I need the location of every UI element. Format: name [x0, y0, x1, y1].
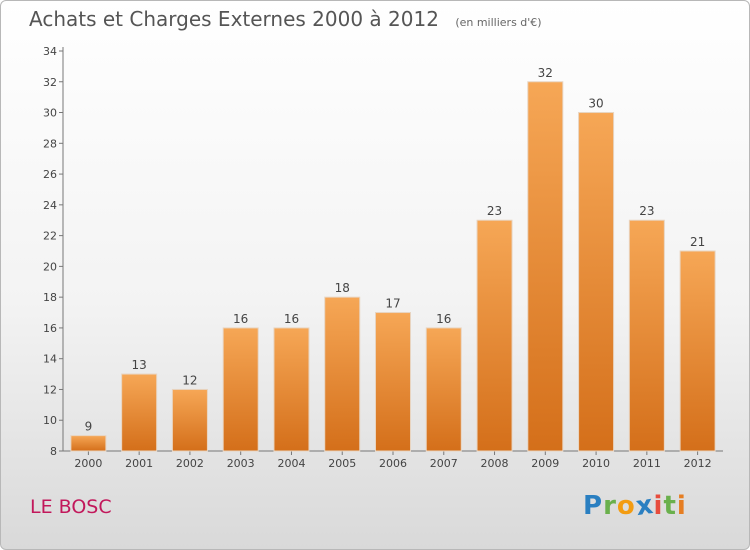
x-tick-label: 2011 — [633, 457, 661, 470]
x-tick-label: 2002 — [176, 457, 204, 470]
bar-2011 — [628, 219, 665, 452]
bar-2012 — [679, 250, 716, 452]
y-tick-label: 18 — [43, 291, 57, 304]
bar-value-label: 12 — [182, 373, 197, 387]
x-tick-label: 2005 — [328, 457, 356, 470]
y-tick-label: 28 — [43, 137, 57, 150]
commune-name: LE BOSC — [30, 496, 112, 518]
bar-2003 — [222, 327, 259, 452]
chart-subtitle: (en milliers d'€) — [455, 16, 542, 29]
bar-value-label: 32 — [538, 66, 553, 80]
y-tick-label: 12 — [43, 383, 57, 396]
y-tick-label: 20 — [43, 260, 57, 273]
bar-2008 — [476, 219, 513, 452]
x-tick-label: 2009 — [531, 457, 559, 470]
y-tick-label: 26 — [43, 168, 57, 181]
chart-title: Achats et Charges Externes 2000 à 2012 (… — [29, 7, 542, 31]
bar-value-label: 23 — [639, 204, 654, 218]
proxiti-logo: Proxiti — [583, 489, 687, 523]
y-tick-label: 32 — [43, 76, 57, 89]
x-tick-label: 2003 — [227, 457, 255, 470]
bar-2009 — [527, 81, 564, 452]
bar-value-label: 9 — [85, 420, 93, 434]
bar-value-label: 17 — [385, 297, 400, 311]
bar-value-label: 16 — [233, 312, 248, 326]
bar-2002 — [171, 388, 208, 452]
bar-value-label: 13 — [132, 358, 147, 372]
bar-value-label: 18 — [335, 281, 350, 295]
bar-2005 — [324, 296, 361, 452]
logo-letter: i — [676, 491, 687, 521]
chart-title-text: Achats et Charges Externes 2000 à 2012 — [29, 7, 439, 31]
logo-letter: i — [653, 491, 664, 521]
y-tick-label: 30 — [43, 107, 57, 120]
logo-letter: P — [583, 491, 604, 521]
x-tick-label: 2004 — [277, 457, 305, 470]
x-tick-label: 2000 — [74, 457, 102, 470]
x-tick-label: 2006 — [379, 457, 407, 470]
x-tick-label: 2012 — [684, 457, 712, 470]
bar-2001 — [121, 373, 158, 452]
y-tick-label: 10 — [43, 414, 57, 427]
bar-value-label: 21 — [690, 235, 705, 249]
bar-value-label: 23 — [487, 204, 502, 218]
y-tick-label: 14 — [43, 353, 57, 366]
x-tick-label: 2007 — [430, 457, 458, 470]
y-tick-label: 34 — [43, 45, 57, 58]
bar-value-label: 16 — [436, 312, 451, 326]
x-tick-label: 2010 — [582, 457, 610, 470]
logo-letter: x — [633, 489, 656, 523]
bar-2000 — [70, 435, 107, 452]
y-tick-label: 22 — [43, 230, 57, 243]
logo-letter: t — [663, 491, 677, 521]
x-tick-label: 2001 — [125, 457, 153, 470]
x-tick-label: 2008 — [481, 457, 509, 470]
y-tick-label: 16 — [43, 322, 57, 335]
bar-2006 — [375, 312, 411, 452]
y-tick-label: 8 — [50, 445, 57, 458]
bar-2007 — [425, 327, 462, 452]
logo-letter: r — [603, 491, 617, 521]
y-tick-label: 24 — [43, 199, 57, 212]
bar-2010 — [578, 112, 615, 452]
bar-value-label: 16 — [284, 312, 299, 326]
logo-letter: o — [616, 491, 636, 521]
bar-2004 — [273, 327, 310, 452]
bar-value-label: 30 — [588, 97, 603, 111]
